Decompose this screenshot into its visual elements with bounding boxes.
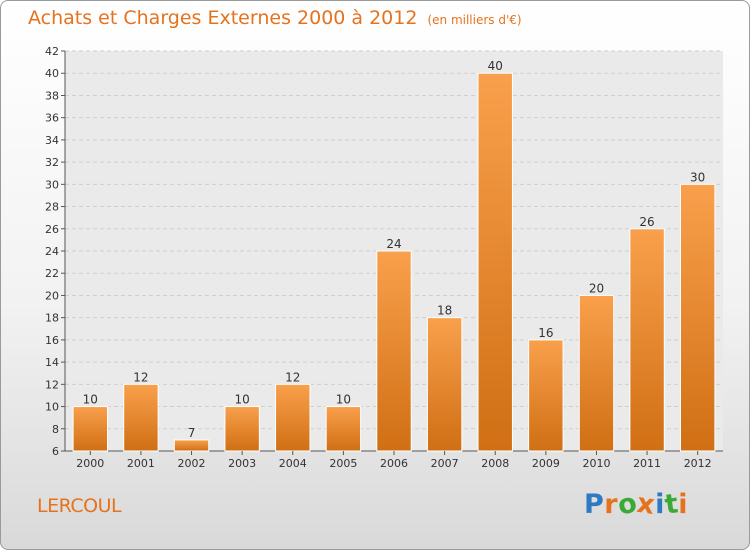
x-tick-label-2008: 2008: [481, 457, 509, 470]
y-tick-label: 24: [45, 245, 59, 258]
bar-2001: [123, 383, 159, 452]
logo-letter: r: [604, 489, 619, 520]
bar-2005: [325, 406, 362, 452]
y-tick-label: 32: [45, 156, 59, 169]
data-label-2001: 12: [133, 370, 148, 384]
bar-2010: [578, 294, 615, 452]
x-tick-label-2005: 2005: [329, 457, 357, 470]
y-tick-label: 18: [45, 312, 59, 325]
data-label-2010: 20: [589, 281, 604, 295]
y-tick-label: 8: [52, 423, 59, 436]
y-tick-label: 34: [45, 134, 59, 147]
bar-2004: [275, 383, 311, 452]
proxiti-logo: Proxiti: [584, 487, 689, 522]
bar-2000: [72, 406, 109, 452]
data-label-2011: 26: [639, 215, 654, 229]
bar-2011: [629, 228, 665, 452]
chart-title: Achats et Charges Externes 2000 à 2012 (e…: [28, 7, 522, 29]
logo-letter: P: [584, 489, 605, 520]
data-label-2008: 40: [488, 59, 503, 73]
data-label-2009: 16: [538, 326, 553, 340]
y-tick-label: 12: [45, 378, 59, 391]
y-tick-label: 36: [45, 112, 59, 125]
data-label-2004: 12: [285, 370, 300, 384]
y-tick-label: 20: [45, 289, 59, 302]
logo-letter: i: [655, 489, 665, 520]
y-tick-label: 38: [45, 89, 59, 102]
bar-2009: [528, 339, 564, 452]
chart-subtitle: (en milliers d'€): [427, 13, 522, 27]
x-tick-label-2009: 2009: [532, 457, 560, 470]
bar-2012: [679, 183, 716, 452]
y-tick-label: 26: [45, 223, 59, 236]
data-label-2007: 18: [437, 304, 452, 318]
chart-title-text: Achats et Charges Externes 2000 à 2012: [28, 7, 418, 29]
x-tick-label-2004: 2004: [279, 457, 307, 470]
data-label-2006: 24: [386, 237, 401, 251]
bar-2008: [477, 72, 513, 452]
y-tick-label: 40: [45, 67, 59, 80]
y-tick-label: 22: [45, 267, 59, 280]
data-label-2002: 7: [188, 426, 196, 440]
x-tick-label-2010: 2010: [582, 457, 610, 470]
y-tick-label: 6: [52, 445, 59, 458]
x-tick-label-2012: 2012: [684, 457, 712, 470]
bar-2006: [376, 250, 412, 452]
place-name: LERCOUL: [37, 495, 122, 517]
y-tick-label: 10: [45, 401, 59, 414]
x-tick-label-2007: 2007: [431, 457, 459, 470]
x-tick-label-2001: 2001: [127, 457, 155, 470]
x-tick-label-2003: 2003: [228, 457, 256, 470]
bar-2003: [224, 406, 260, 452]
bar-2002: [173, 439, 210, 452]
y-tick-label: 30: [45, 178, 59, 191]
y-tick-label: 42: [45, 45, 59, 58]
y-tick-label: 16: [45, 334, 59, 347]
bar-2007: [426, 317, 463, 452]
x-tick-label-2002: 2002: [178, 457, 206, 470]
x-tick-label-2011: 2011: [633, 457, 661, 470]
data-label-2003: 10: [235, 393, 250, 407]
data-label-2012: 30: [690, 170, 705, 184]
x-tick-label-2006: 2006: [380, 457, 408, 470]
data-label-2000: 10: [83, 393, 98, 407]
x-tick-label-2000: 2000: [76, 457, 104, 470]
y-tick-label: 28: [45, 201, 59, 214]
logo-letter: x: [635, 487, 658, 522]
logo-letter: i: [678, 489, 689, 520]
y-tick-label: 14: [45, 356, 59, 369]
data-label-2005: 10: [336, 393, 351, 407]
